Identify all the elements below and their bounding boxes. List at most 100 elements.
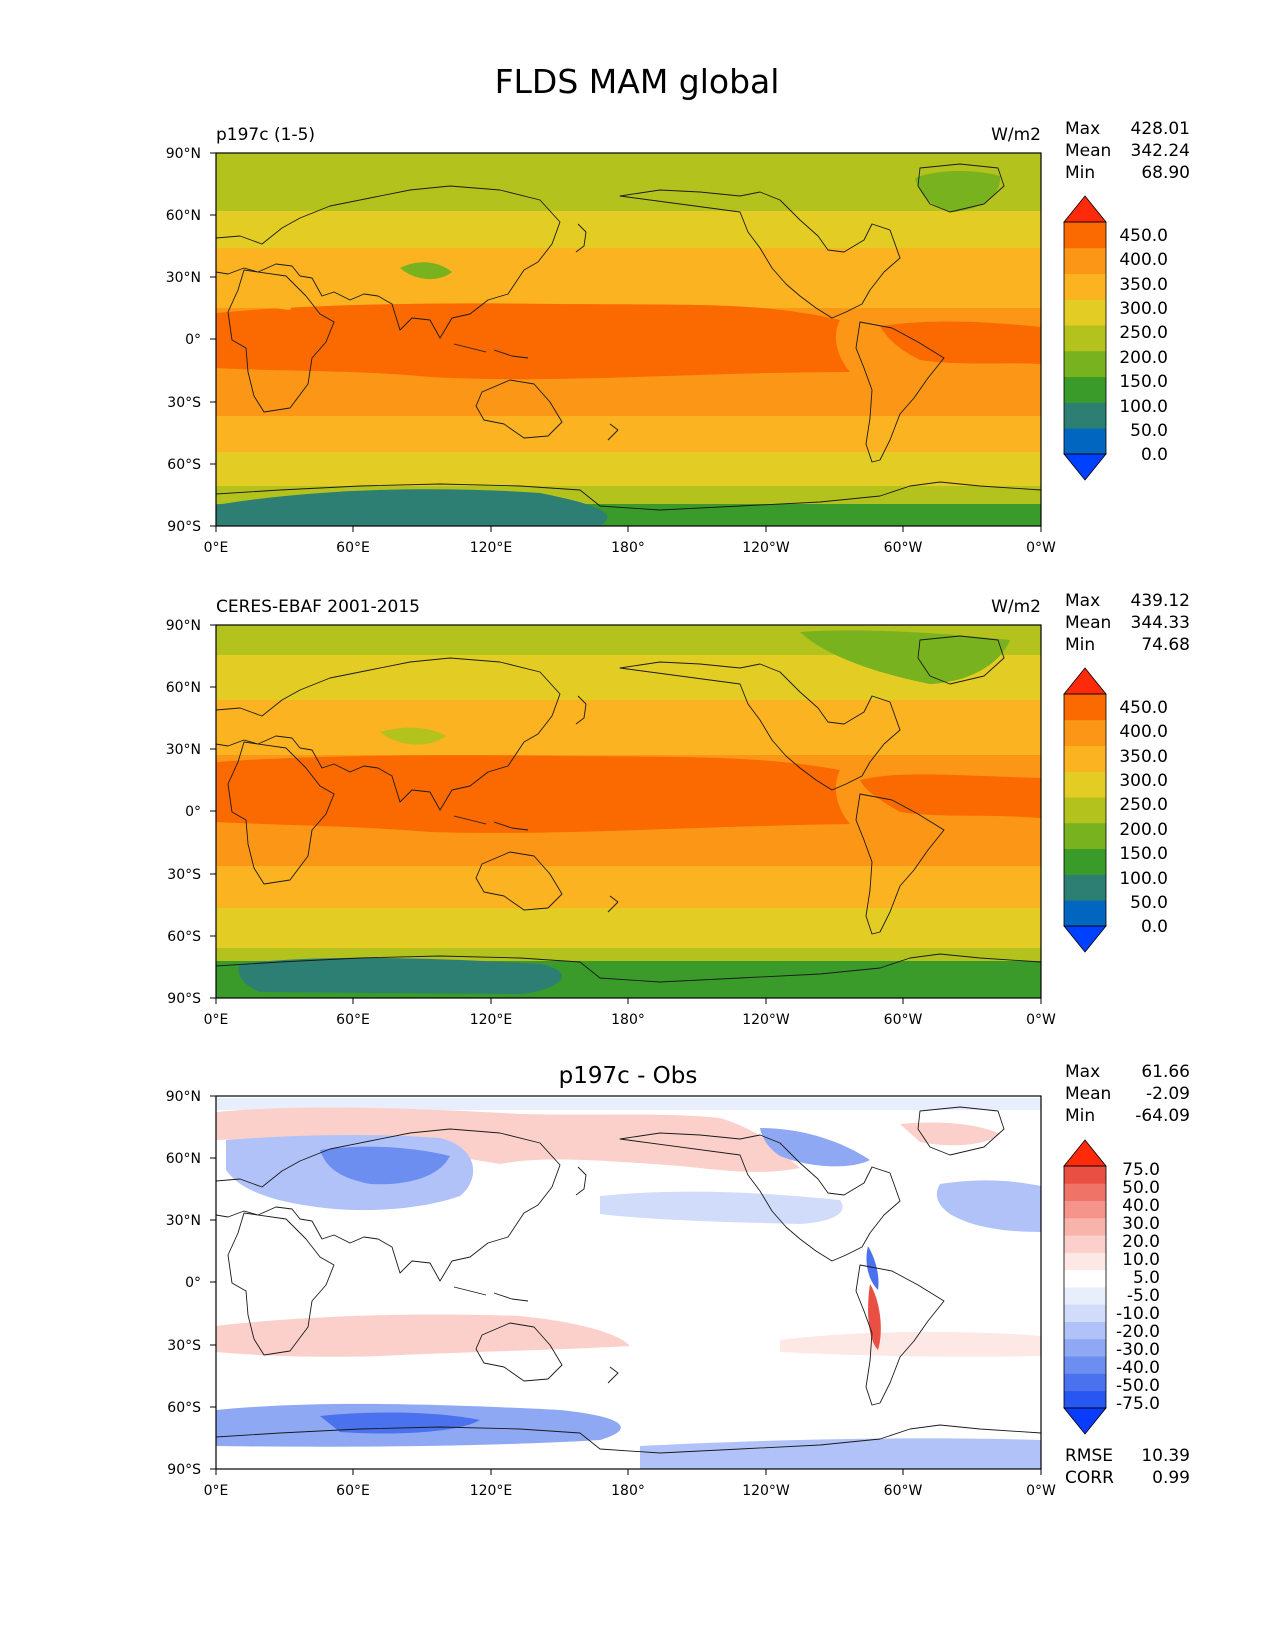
lat-label: 0° — [185, 1275, 201, 1291]
colorbar-cell — [1064, 694, 1106, 721]
colorbar-cell — [1064, 299, 1106, 326]
colorbar-label: -75.0 — [1116, 1394, 1160, 1414]
region — [800, 630, 1010, 684]
colorbar: 450.0 400.0 350.0 300.0 250.0 200.0 150.… — [1063, 195, 1168, 481]
stat-label: Mean — [1065, 613, 1111, 633]
panel-diff-title: p197c - Obs — [559, 1063, 698, 1089]
region — [216, 489, 608, 526]
coast-europe-asia — [215, 1128, 561, 1282]
lon-label: 120°E — [470, 1012, 513, 1028]
metric-value: 0.99 — [1152, 1468, 1190, 1488]
colorbar-cell — [1064, 745, 1106, 772]
lat-ticks — [210, 624, 216, 999]
coast-australia — [475, 851, 563, 911]
colorbar-label: 0.0 — [1141, 917, 1168, 937]
stat-value: -64.09 — [1135, 1106, 1190, 1126]
coast-antarctica — [215, 481, 1042, 511]
colorbar-label: 50.0 — [1130, 893, 1168, 913]
lon-ticks — [215, 998, 1042, 1004]
lat-label: 30°S — [167, 1338, 201, 1354]
colorbar: 75.0 50.0 40.0 30.0 20.0 10.0 5.0 -5.0 -… — [1063, 1139, 1160, 1435]
lon-label: 120°W — [742, 540, 790, 556]
panel-model-stats: Max 428.01 Mean 342.24 Min 68.90 — [1065, 119, 1190, 183]
panel-diff-stats: Max 61.66 Mean -2.09 Min -64.09 — [1065, 1062, 1190, 1126]
colorbar-extend-top — [1063, 195, 1107, 223]
colorbar-cell — [1064, 1338, 1106, 1357]
stat-value: 68.90 — [1141, 163, 1190, 183]
colorbar-label: 10.0 — [1122, 1250, 1160, 1270]
colorbar-cell — [1064, 247, 1106, 274]
lon-label: 60°E — [336, 540, 370, 556]
colorbar-cell — [1064, 1356, 1106, 1374]
colorbar-cell — [1064, 1373, 1106, 1392]
region — [320, 1412, 480, 1434]
panel-obs-units: W/m2 — [991, 597, 1041, 617]
lat-labels: 90°N 60°N 30°N 0° 30°S 60°S 90°S — [166, 618, 201, 1007]
colorbar-label: 250.0 — [1119, 795, 1168, 815]
coast-maritime — [453, 343, 529, 359]
colorbar-frame — [1063, 221, 1107, 455]
stat-label: Max — [1065, 119, 1100, 139]
region — [216, 1107, 800, 1172]
band — [216, 248, 1041, 308]
lat-label: 0° — [185, 804, 201, 820]
colorbar-cell — [1064, 1183, 1106, 1201]
coast-greenland — [917, 1106, 1005, 1156]
coast-south-america — [855, 1264, 945, 1406]
lat-label: 90°N — [166, 146, 201, 162]
region — [400, 262, 452, 280]
lon-label: 180° — [611, 1483, 645, 1499]
band — [216, 211, 1041, 248]
lat-label: 60°S — [167, 457, 201, 473]
colorbar-extend-top — [1063, 667, 1107, 695]
band — [216, 416, 1041, 452]
region — [760, 1128, 870, 1167]
lon-labels: 0°E 60°E 120°E 180° 120°W 60°W 0°W — [204, 1012, 1056, 1028]
colorbar-cell — [1064, 822, 1106, 850]
band — [216, 948, 1041, 961]
colorbar-label: 300.0 — [1119, 299, 1168, 319]
region — [216, 765, 330, 791]
coast-australia — [475, 379, 563, 439]
lon-label: 60°W — [884, 1012, 923, 1028]
region — [238, 957, 562, 994]
colorbar-cell — [1064, 273, 1106, 300]
panel-diff-metrics: RMSE 10.39 CORR 0.99 — [1065, 1446, 1190, 1488]
region — [216, 1314, 630, 1357]
colorbar-cell — [1064, 874, 1106, 901]
lat-label: 60°N — [166, 680, 201, 696]
coast-north-america — [619, 189, 901, 319]
coast-africa — [227, 1212, 335, 1356]
colorbar-cell — [1064, 376, 1106, 403]
colorbar-label: 100.0 — [1119, 397, 1168, 417]
coast-africa — [227, 741, 335, 885]
colorbar-label: 5.0 — [1133, 1268, 1160, 1288]
lon-label: 0°E — [204, 1012, 229, 1028]
coast-north-america — [619, 1132, 901, 1262]
region — [866, 1246, 879, 1290]
colorbar-label: 400.0 — [1119, 250, 1168, 270]
region — [216, 287, 296, 310]
lon-label: 60°E — [336, 1012, 370, 1028]
panel-model-title: p197c (1-5) — [216, 125, 315, 145]
stat-value: -2.09 — [1146, 1084, 1190, 1104]
coast-europe-asia — [215, 185, 561, 339]
lat-label: 90°S — [167, 991, 201, 1007]
region — [936, 1180, 1041, 1232]
stat-label: Min — [1065, 635, 1095, 655]
lon-label: 0°W — [1026, 1483, 1056, 1499]
colorbar-label: 200.0 — [1119, 348, 1168, 368]
colorbar-cell — [1064, 1304, 1106, 1322]
lon-label: 0°E — [204, 1483, 229, 1499]
lon-label: 120°E — [470, 1483, 513, 1499]
coast-maritime — [453, 1286, 529, 1302]
colorbar-cell — [1064, 428, 1106, 455]
coast-japan — [575, 695, 587, 725]
coastlines — [215, 1106, 1042, 1454]
lon-label: 60°E — [336, 1483, 370, 1499]
lat-labels: 90°N 60°N 30°N 0° 30°S 60°S 90°S — [166, 1089, 201, 1478]
colorbar-cell — [1064, 719, 1106, 746]
colorbar-cell — [1064, 1390, 1106, 1409]
region — [380, 727, 446, 745]
